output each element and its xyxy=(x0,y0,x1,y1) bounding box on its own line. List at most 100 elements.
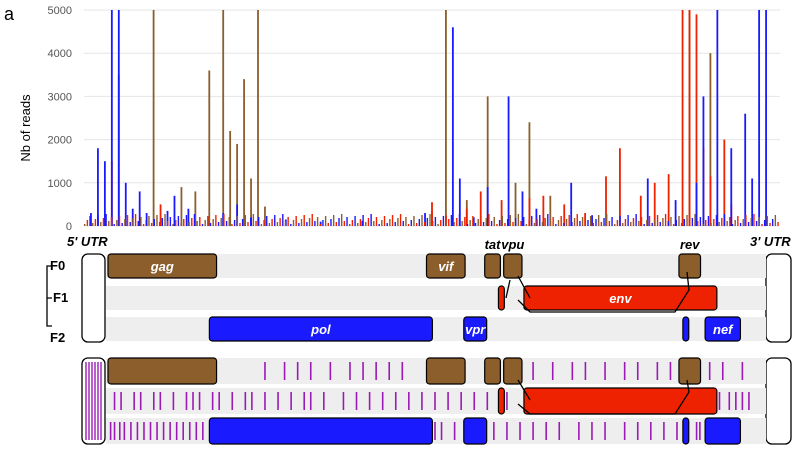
coverage-bar-baseline xyxy=(654,219,656,226)
coverage-bar-baseline xyxy=(614,224,616,226)
coverage-bar-baseline xyxy=(220,218,222,226)
coverage-bar xyxy=(605,176,607,226)
coverage-bar-baseline xyxy=(445,223,447,226)
gene-boxes: gag vif tat vpu rev env pol vpr nef xyxy=(107,237,742,342)
coverage-bar-baseline xyxy=(496,224,498,226)
coverage-bar-baseline xyxy=(140,217,142,226)
coverage-bar-baseline xyxy=(228,217,230,226)
coverage-bar-baseline xyxy=(731,224,734,226)
coverage-bars xyxy=(84,10,779,227)
coverage-bar-baseline xyxy=(769,223,771,226)
coverage-bar-baseline xyxy=(303,215,305,226)
coverage-bar-baseline xyxy=(199,217,201,226)
coverage-bar-baseline xyxy=(488,214,490,226)
coverage-bar-baseline xyxy=(453,222,455,226)
coverage-bar-baseline xyxy=(482,222,485,226)
coverage-plot: 0 1000 2000 3000 4000 5000 Nb of reads xyxy=(18,5,780,233)
coverage-bar-baseline xyxy=(493,217,495,226)
coverage-bar xyxy=(639,195,642,226)
y-axis-ticks: 0 1000 2000 3000 4000 5000 xyxy=(48,5,72,233)
coverage-bar xyxy=(194,191,197,226)
coverage-bar xyxy=(424,213,426,226)
coverage-bar-baseline xyxy=(204,220,206,226)
coverage-bar-baseline xyxy=(638,221,640,226)
coverage-bar xyxy=(528,122,531,226)
coverage-bar-baseline xyxy=(362,215,364,226)
coverage-bar-baseline xyxy=(102,218,105,226)
coverage-bar-baseline xyxy=(595,219,597,226)
coverage-bar-baseline xyxy=(726,221,728,226)
frame-label-f1: F1 xyxy=(53,290,68,305)
coverage-bar-baseline xyxy=(474,223,477,226)
coverage-bar-baseline xyxy=(340,214,343,226)
coverage-bar xyxy=(458,178,461,226)
variant-gene-box xyxy=(682,417,690,445)
coverage-bar-baseline xyxy=(544,218,546,226)
coverage-bar-baseline xyxy=(346,217,348,226)
coverage-bar xyxy=(765,10,767,226)
coverage-bar-baseline xyxy=(241,219,244,226)
coverage-bar-baseline xyxy=(745,215,747,226)
coverage-bar xyxy=(514,182,517,226)
genome-map: 5' UTR 3' UTR F0 F1 F2 gag vif tat vpu rev en… xyxy=(46,234,792,345)
coverage-bar-baseline xyxy=(667,221,669,226)
coverage-bar-baseline xyxy=(750,218,752,226)
coverage-bar-baseline xyxy=(434,217,437,226)
coverage-bar-baseline xyxy=(110,217,113,226)
coverage-bar-baseline xyxy=(137,221,139,226)
coverage-bar xyxy=(472,217,475,226)
coverage-bar-baseline xyxy=(648,216,651,226)
coverage-bar xyxy=(702,96,705,227)
gene-label-vpr: vpr xyxy=(465,322,486,337)
coverage-bar-baseline xyxy=(132,218,134,226)
coverage-bar-baseline xyxy=(370,214,372,226)
gene-box-exon xyxy=(497,285,505,311)
coverage-bar-baseline xyxy=(124,219,126,226)
coverage-bar-baseline xyxy=(705,220,707,226)
coverage-bar-baseline xyxy=(215,215,217,226)
coverage-bar-baseline xyxy=(175,220,177,226)
coverage-bar-baseline xyxy=(311,214,313,226)
coverage-bar-baseline xyxy=(148,216,150,226)
coverage-bar-baseline xyxy=(319,224,321,226)
coverage-bar xyxy=(90,213,92,226)
variant-gene-box xyxy=(704,417,742,445)
frame-track xyxy=(106,317,766,341)
coverage-bar-baseline xyxy=(258,217,260,226)
coverage-bar-baseline xyxy=(150,223,153,226)
coverage-bar-baseline xyxy=(662,218,664,226)
panel-label: a xyxy=(4,4,15,24)
coverage-bar-baseline xyxy=(694,214,696,226)
coverage-bar-baseline xyxy=(94,219,97,226)
coverage-bar-baseline xyxy=(758,217,760,226)
variant-tat-env-splice-line xyxy=(517,379,531,401)
coverage-bar xyxy=(688,10,691,226)
coverage-bar xyxy=(521,191,524,226)
coverage-bar-baseline xyxy=(169,217,172,226)
y-tick-label: 2000 xyxy=(48,135,72,147)
coverage-bar-baseline xyxy=(533,223,536,226)
y-axis-label: Nb of reads xyxy=(18,94,33,162)
coverage-bar-baseline xyxy=(737,216,739,226)
coverage-bar-baseline xyxy=(249,218,252,226)
coverage-bar xyxy=(716,10,719,226)
coverage-bar-baseline xyxy=(156,215,158,226)
coverage-bar-baseline xyxy=(697,221,699,226)
coverage-bar xyxy=(257,10,259,226)
coverage-bar-baseline xyxy=(282,214,284,226)
coverage-bar-baseline xyxy=(381,220,383,226)
coverage-bar-baseline xyxy=(472,216,474,226)
coverage-bar xyxy=(236,204,239,226)
coverage-bar-baseline xyxy=(456,218,458,226)
coverage-bar-baseline xyxy=(180,223,182,226)
coverage-bar-baseline xyxy=(560,216,562,226)
coverage-bar-baseline xyxy=(691,218,694,226)
coverage-bar-baseline xyxy=(603,218,605,226)
coverage-bar xyxy=(667,174,670,226)
coverage-bar-baseline xyxy=(557,220,560,226)
coverage-bar-baseline xyxy=(718,222,720,226)
coverage-bar xyxy=(646,178,649,226)
coverage-bar-baseline xyxy=(755,221,758,226)
variant-gene-box xyxy=(208,417,433,445)
